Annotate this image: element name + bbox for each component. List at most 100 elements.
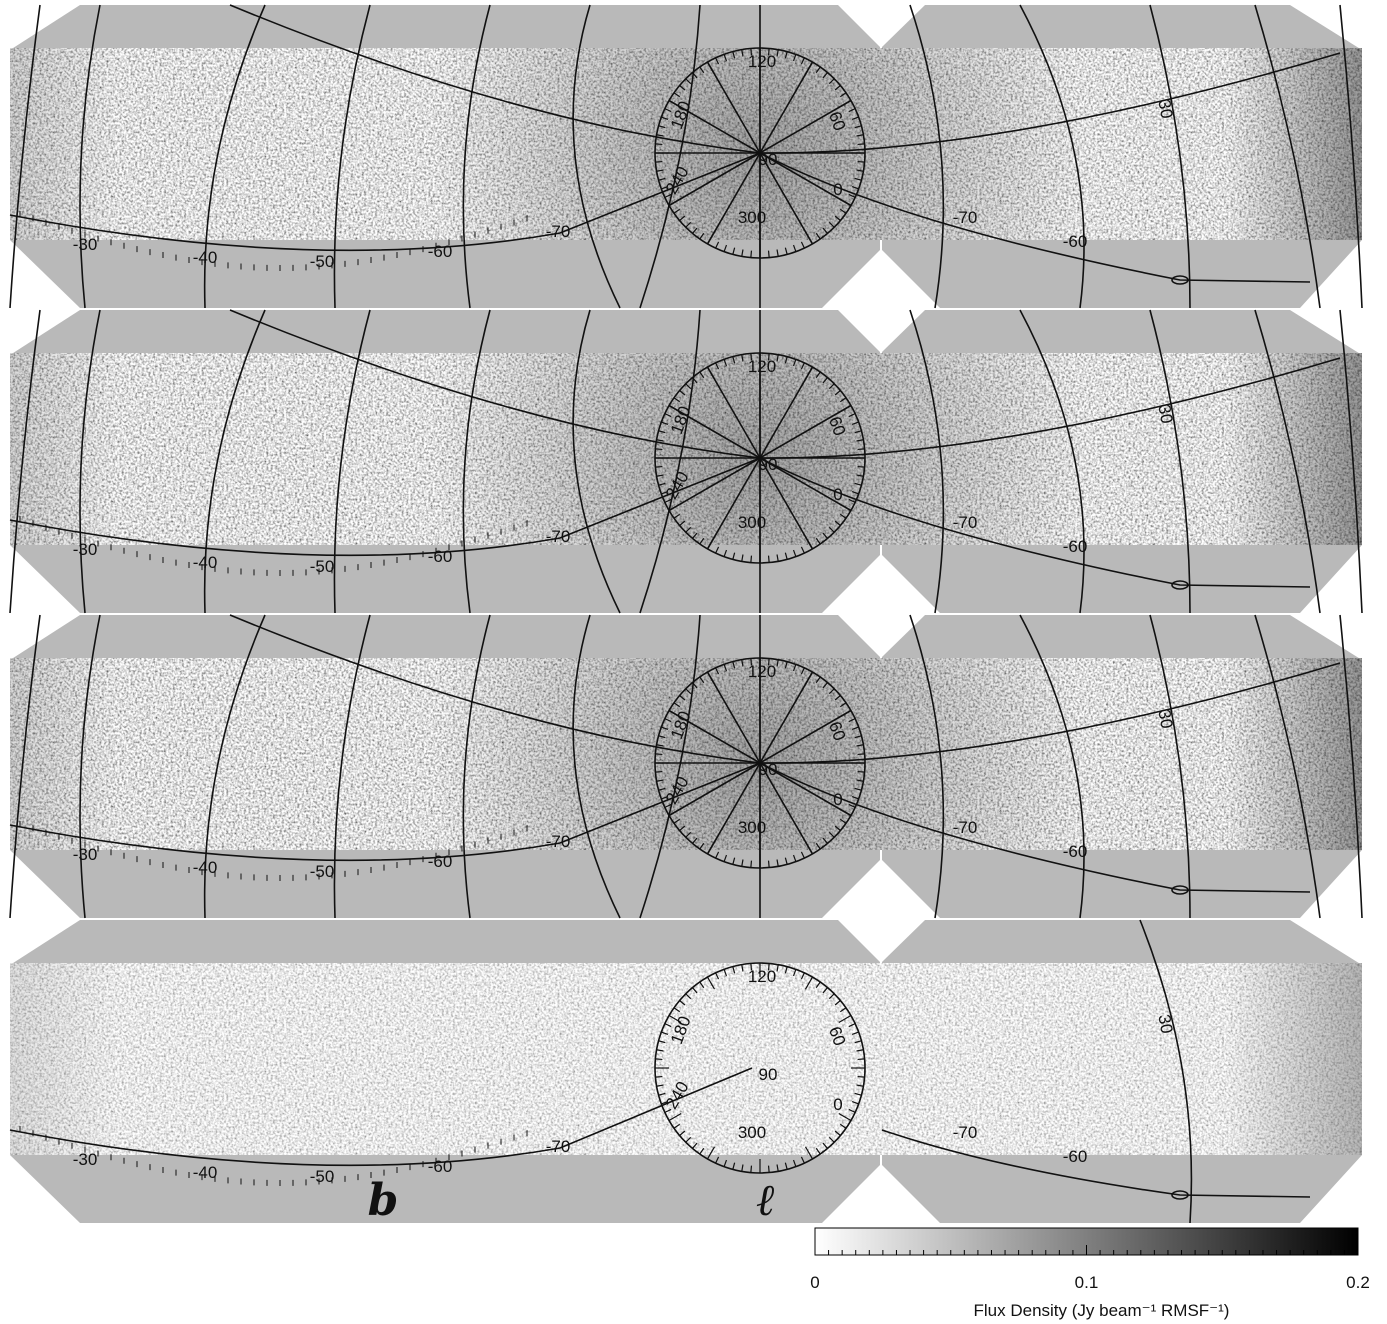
grid-label: -70 bbox=[546, 832, 571, 851]
polar-tick bbox=[856, 779, 864, 782]
polar-tick bbox=[661, 421, 669, 426]
polar-tick bbox=[656, 134, 664, 137]
polar-tick bbox=[699, 1147, 705, 1155]
grid-label: -60 bbox=[1063, 1147, 1088, 1166]
polar-tick bbox=[679, 1000, 686, 1006]
polar-tick bbox=[815, 676, 821, 684]
grid-line bbox=[668, 762, 761, 817]
grid-label: 90 bbox=[759, 150, 778, 169]
grid-line bbox=[9, 4, 41, 309]
polar-tick bbox=[685, 688, 692, 695]
polar-tick bbox=[776, 554, 779, 562]
polar-tick bbox=[815, 1147, 821, 1155]
polar-tick bbox=[856, 474, 864, 477]
grid-line bbox=[1254, 4, 1321, 309]
polar-tick bbox=[661, 1100, 669, 1105]
polar-tick bbox=[723, 549, 728, 557]
polar-tick bbox=[750, 555, 753, 563]
polar-tick bbox=[854, 735, 862, 739]
grid-line bbox=[79, 309, 101, 614]
grid-label: 90 bbox=[759, 455, 778, 474]
grid-label: 120 bbox=[748, 662, 776, 681]
polar-tick bbox=[804, 231, 814, 245]
grid-label: -60 bbox=[428, 242, 453, 261]
polar-tick bbox=[839, 1007, 847, 1013]
polar-tick bbox=[851, 726, 859, 731]
polar-tick bbox=[655, 1058, 663, 1061]
polar-tick bbox=[834, 520, 841, 526]
grid-label: 90 bbox=[759, 1065, 778, 1084]
polar-tick bbox=[692, 227, 698, 234]
polar-tick bbox=[732, 966, 736, 974]
polar-tick bbox=[822, 1142, 828, 1149]
polar-tick bbox=[839, 208, 847, 214]
polar-tick bbox=[828, 1136, 835, 1143]
grid-label: 30 bbox=[1154, 403, 1176, 425]
polar-tick bbox=[715, 57, 720, 65]
polar-tick bbox=[776, 1164, 779, 1172]
grid-label: 120 bbox=[748, 357, 776, 376]
polar-tick bbox=[784, 661, 788, 669]
polar-tick bbox=[723, 969, 728, 977]
polar-tick bbox=[856, 134, 864, 137]
polar-tick bbox=[655, 143, 663, 146]
polar-tick bbox=[741, 964, 744, 972]
polar-tick bbox=[838, 99, 852, 109]
grid-line bbox=[1149, 309, 1191, 614]
polar-tick bbox=[655, 753, 663, 756]
polar-tick bbox=[673, 818, 681, 824]
polar-tick bbox=[664, 1023, 672, 1028]
polar-tick bbox=[792, 969, 797, 977]
polar-tick bbox=[668, 404, 682, 414]
polar-tick bbox=[815, 981, 821, 989]
polar-tick bbox=[800, 57, 805, 65]
polar-tick bbox=[750, 1165, 753, 1173]
polar-tick bbox=[854, 125, 862, 129]
polar-tick bbox=[685, 831, 692, 838]
polar-tick bbox=[679, 215, 686, 221]
polar-tick bbox=[857, 160, 865, 163]
polar-tick bbox=[699, 232, 705, 240]
polar-tick bbox=[839, 702, 847, 708]
grid-label: -60 bbox=[1063, 537, 1088, 556]
grid-line bbox=[333, 309, 371, 614]
polar-tick bbox=[800, 241, 805, 249]
polar-tick bbox=[679, 520, 686, 526]
polar-tick bbox=[732, 857, 736, 865]
grid-line bbox=[668, 404, 761, 459]
polar-tick bbox=[792, 54, 797, 62]
polar-tick bbox=[706, 1146, 716, 1160]
polar-tick bbox=[838, 709, 852, 719]
polar-tick bbox=[706, 61, 716, 75]
polar-tick bbox=[750, 250, 753, 258]
polar-tick bbox=[750, 353, 753, 361]
polar-tick bbox=[732, 661, 736, 669]
polar-tick bbox=[750, 658, 753, 666]
polar-tick bbox=[656, 1049, 664, 1052]
polar-tick bbox=[828, 221, 835, 228]
polar-tick bbox=[664, 413, 672, 418]
grid-label: 0 bbox=[833, 790, 842, 809]
polar-tick bbox=[661, 1031, 669, 1036]
noise-edge bbox=[10, 963, 1362, 1155]
grid-line bbox=[706, 61, 761, 154]
grid-label: 0 bbox=[833, 1095, 842, 1114]
polar-tick bbox=[658, 430, 666, 434]
grid-label: 120 bbox=[748, 967, 776, 986]
polar-tick bbox=[732, 1162, 736, 1170]
polar-tick bbox=[692, 377, 698, 384]
polar-tick bbox=[661, 490, 669, 495]
grid-line bbox=[572, 4, 621, 309]
grid-label: -70 bbox=[953, 208, 978, 227]
polar-tick bbox=[851, 1031, 859, 1036]
grid-line bbox=[706, 762, 761, 855]
polar-tick bbox=[851, 116, 859, 121]
polar-tick bbox=[828, 526, 835, 533]
polar-tick bbox=[800, 362, 805, 370]
grid-label: -40 bbox=[193, 553, 218, 572]
polar-tick bbox=[692, 1142, 698, 1149]
polar-tick bbox=[673, 397, 681, 403]
grid-line bbox=[759, 457, 814, 550]
polar-tick bbox=[828, 831, 835, 838]
